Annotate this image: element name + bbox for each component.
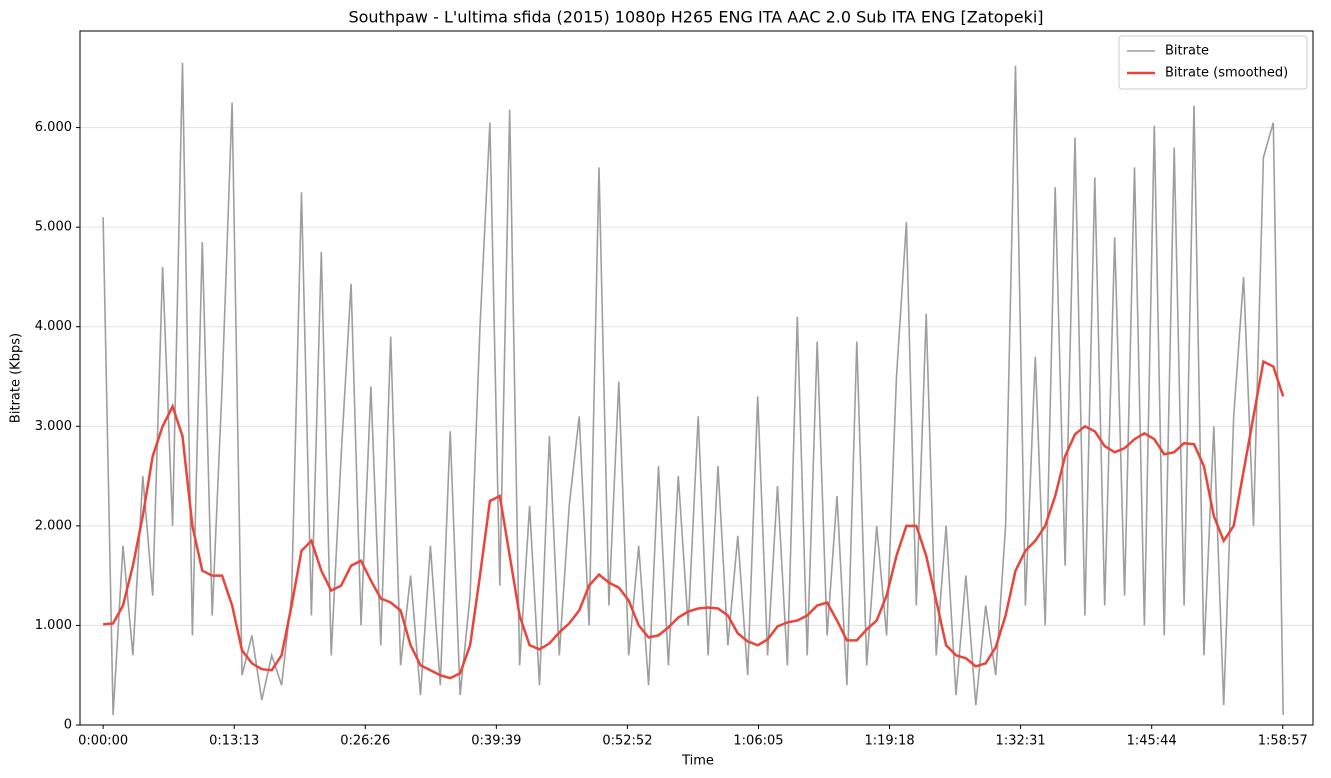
y-tick-label: 5.000 (35, 220, 72, 235)
y-tick-label: 1.000 (35, 618, 72, 633)
legend-box (1118, 35, 1308, 90)
x-tick-label: 1:32:31 (996, 734, 1046, 749)
y-tick-label: 3.000 (35, 419, 72, 434)
x-tick-label: 1:06:05 (733, 734, 783, 749)
y-tick-label: 2.000 (35, 518, 72, 533)
y-tick-label: 6.000 (35, 120, 72, 135)
plot-frame (79, 30, 1314, 726)
x-tick-label: 0:52:52 (602, 734, 652, 749)
y-tick-label: 0 (64, 718, 72, 733)
y-tick-label: 4.000 (35, 319, 72, 334)
x-tick-label: 1:58:57 (1258, 734, 1308, 749)
line-series (102, 62, 1284, 716)
y-axis-label: Bitrate (Kbps) (9, 333, 24, 423)
x-tick-label: 1:19:18 (864, 734, 914, 749)
legend-label: Bitrate (smoothed) (1165, 66, 1288, 81)
x-axis-label: Time (681, 754, 714, 769)
x-tick-label: 0:26:26 (340, 734, 390, 749)
legend-label: Bitrate (1165, 44, 1209, 59)
x-tick-label: 1:45:44 (1127, 734, 1177, 749)
line-series (102, 359, 1285, 680)
chart-title: Southpaw - L'ultima sfida (2015) 1080p H… (348, 8, 1043, 27)
x-tick-label: 0:13:13 (209, 734, 259, 749)
x-tick-label: 0:00:00 (78, 734, 128, 749)
x-tick-label: 0:39:39 (471, 734, 521, 749)
